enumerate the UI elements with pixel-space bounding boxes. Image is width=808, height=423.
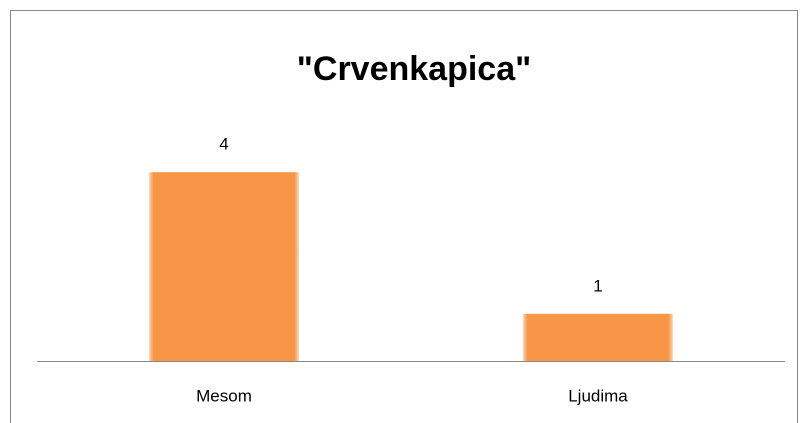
x-tick-label: Ljudima (568, 386, 628, 405)
data-label: 1 (593, 276, 602, 295)
chart-frame (10, 10, 798, 423)
x-tick-label: Mesom (196, 386, 252, 405)
chart-title: "Crvenkapica" (297, 50, 531, 88)
bar (523, 313, 673, 361)
data-label: 4 (219, 135, 228, 154)
bar (149, 172, 299, 361)
